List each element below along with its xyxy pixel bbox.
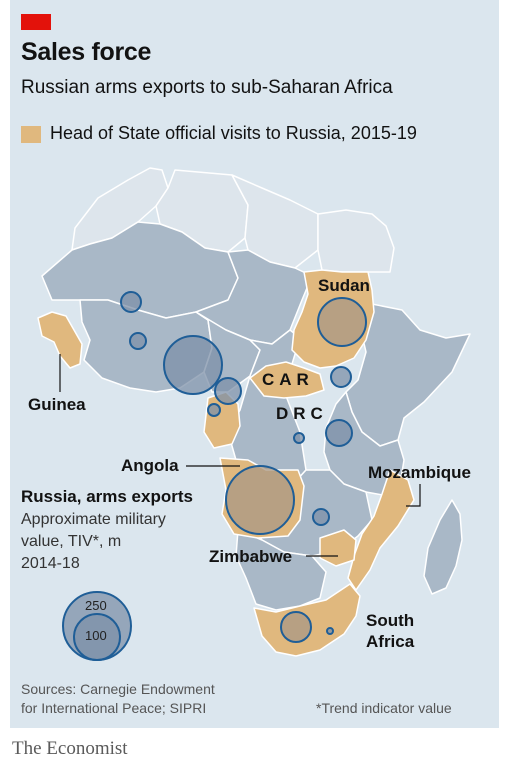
horn-east bbox=[345, 297, 471, 447]
north-africa bbox=[71, 167, 395, 273]
key-circle-small bbox=[73, 613, 121, 661]
footnote: *Trend indicator value bbox=[316, 700, 452, 716]
namibia-botswana bbox=[235, 529, 327, 611]
bubble-uganda bbox=[325, 419, 353, 447]
label-guinea: Guinea bbox=[28, 395, 86, 414]
bubble-south-africa bbox=[280, 611, 312, 643]
leader-lines bbox=[59, 354, 421, 557]
country-guinea bbox=[37, 311, 83, 369]
mozambique-leader bbox=[406, 484, 421, 507]
label-drc: DRC bbox=[276, 404, 328, 423]
country-mozambique bbox=[347, 469, 415, 591]
key-value-small: 100 bbox=[85, 628, 107, 643]
chart-title: Sales force bbox=[21, 38, 152, 66]
madagascar bbox=[423, 499, 463, 595]
bubble-mali bbox=[120, 291, 142, 313]
accent-bar bbox=[21, 14, 51, 30]
bubble-drc bbox=[293, 432, 305, 444]
key-title: Russia, arms exports bbox=[21, 487, 193, 506]
chart-subtitle: Russian arms exports to sub-Saharan Afri… bbox=[21, 77, 393, 98]
bubble-burkina bbox=[129, 332, 147, 350]
label-south-africa-line1: South bbox=[366, 611, 415, 630]
sources: Sources: Carnegie Endowment for Internat… bbox=[21, 680, 261, 718]
bubble-cameroon bbox=[214, 377, 242, 405]
bubbles bbox=[120, 291, 367, 643]
label-zimbabwe: Zimbabwe bbox=[209, 547, 293, 566]
legend-label: Head of State official visits to Russia,… bbox=[50, 123, 417, 143]
bubble-zambia bbox=[312, 508, 330, 526]
label-south-africa-line2: Africa bbox=[366, 632, 415, 651]
label-car: CAR bbox=[262, 370, 314, 389]
egypt-region bbox=[317, 209, 395, 273]
key-value-large: 250 bbox=[85, 598, 107, 613]
bubble-equatorial-guinea bbox=[207, 403, 221, 417]
key-circles bbox=[62, 591, 132, 661]
label-mozambique: Mozambique bbox=[368, 463, 471, 482]
bubble-angola bbox=[225, 465, 295, 535]
key-line-2: value, TIV*, m bbox=[21, 533, 122, 550]
label-angola: Angola bbox=[121, 456, 179, 475]
bubble-nigeria bbox=[163, 335, 223, 395]
publisher-logo: The Economist bbox=[12, 738, 128, 759]
sources-line-2: for International Peace; SIPRI bbox=[21, 700, 207, 716]
sources-line-1: Sources: Carnegie Endowment bbox=[21, 681, 215, 697]
bubble-sudan bbox=[317, 297, 367, 347]
bubble-tiny bbox=[326, 627, 334, 635]
label-sudan: Sudan bbox=[318, 276, 370, 295]
key-line-1: Approximate military bbox=[21, 511, 166, 528]
country-car bbox=[249, 361, 325, 399]
country-zimbabwe bbox=[319, 529, 357, 567]
key-line-3: 2014-18 bbox=[21, 555, 80, 572]
legend-swatch bbox=[21, 126, 41, 143]
bubble-south-sudan bbox=[330, 366, 352, 388]
